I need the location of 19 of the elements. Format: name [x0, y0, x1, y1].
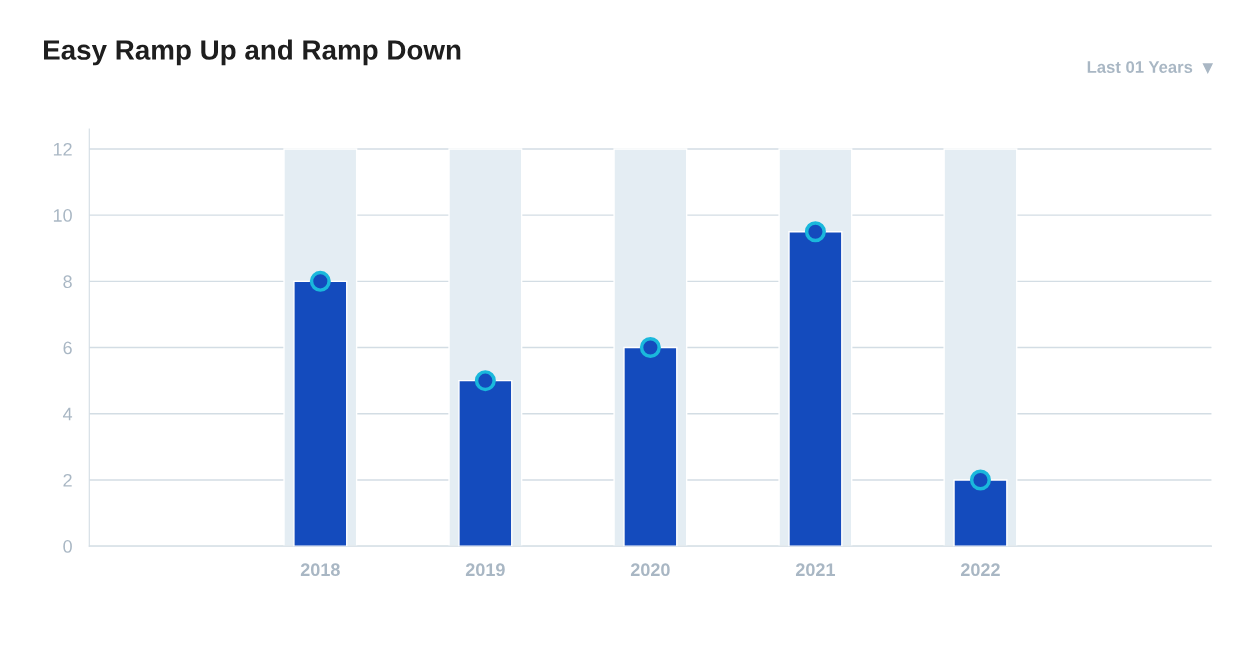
point	[639, 337, 661, 359]
y-tick-label: 10	[53, 209, 72, 222]
chart-title: Easy Ramp Up and Ramp Down	[44, 39, 461, 66]
point	[804, 221, 826, 243]
x-tick-label: 2022	[960, 563, 1000, 577]
y-tick-label: 0	[63, 540, 72, 553]
y-tick-label: 4	[62, 407, 73, 421]
y-tick-label: 8	[63, 275, 72, 289]
x-tick-label: 2018	[300, 563, 340, 577]
x-tick-label: 2020	[630, 563, 670, 577]
point	[474, 370, 496, 392]
x-tick-label: 2019	[465, 563, 505, 577]
text: Last 01 Years	[1087, 61, 1193, 73]
y-tick-label: 12	[53, 142, 72, 156]
x-tick-label: 2021	[795, 563, 835, 577]
y-tick-label: 6	[63, 341, 72, 355]
point	[969, 469, 991, 491]
y-tick-label: 2	[63, 473, 72, 487]
point	[309, 270, 331, 292]
